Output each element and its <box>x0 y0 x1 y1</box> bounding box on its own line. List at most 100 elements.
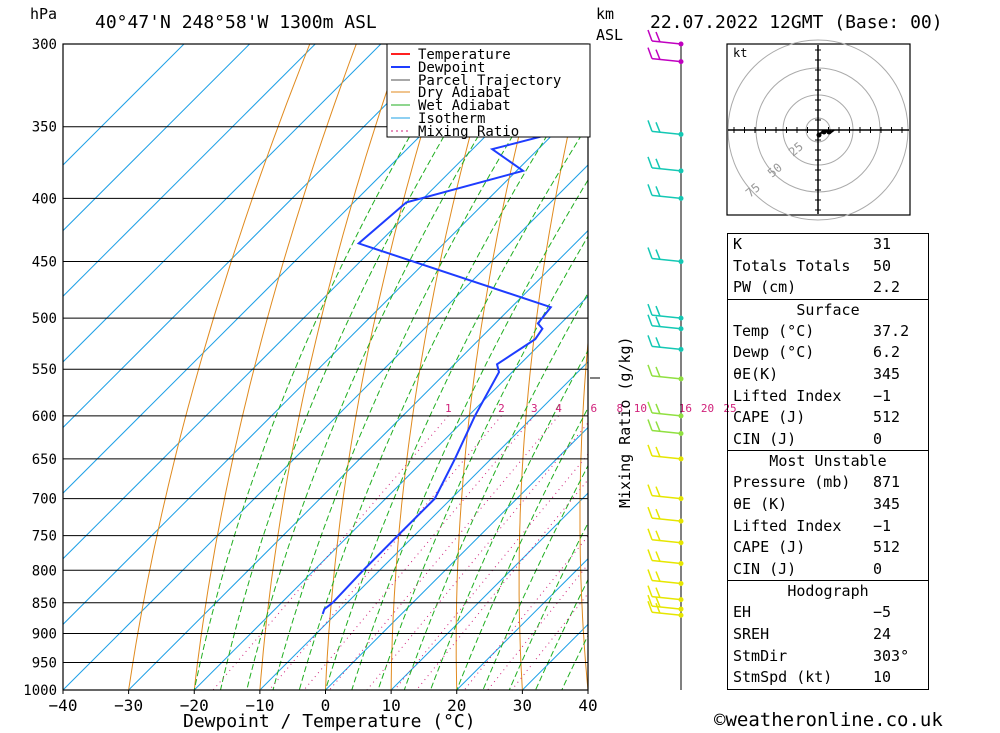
footer-credit: ©weatheronline.co.uk <box>714 709 943 731</box>
mixing-ratio-tick-label: 4 <box>555 402 562 415</box>
isotherm-line <box>63 44 316 297</box>
mixing-ratio-tick-label: 20 <box>701 402 714 415</box>
dry-adiabat-line <box>639 44 682 690</box>
hodograph: kt 25 50 75 <box>726 39 911 221</box>
wind-barb <box>647 549 684 567</box>
wind-barb <box>647 585 684 603</box>
datetime: 22.07.2022 12GMT (Base: 00) <box>650 12 943 33</box>
mixing-ratio-line <box>212 415 449 690</box>
isotherm-line <box>128 229 588 690</box>
wind-barb <box>647 29 684 47</box>
pressure-lines <box>63 43 588 691</box>
wet-adiabat-line <box>220 44 501 690</box>
isotherm-line <box>390 492 588 690</box>
wind-barb <box>647 47 684 65</box>
km-label: km <box>596 5 614 23</box>
mu-row: CAPE (J) 512 <box>733 538 901 557</box>
wet-adiabat-line <box>535 578 588 690</box>
x-tick-label: 10 <box>381 696 400 715</box>
isotherm-line <box>63 44 513 494</box>
x-tick-label: 40 <box>578 696 597 715</box>
y-tick-label: 800 <box>32 563 57 579</box>
legend: Temperature Dewpoint Parcel Trajectory D… <box>386 43 591 140</box>
isotherm-line <box>63 44 250 232</box>
surface-row: Temp (°C) 37.2 <box>733 321 910 340</box>
legend-parcel: Parcel Trajectory <box>418 73 561 89</box>
series-layer <box>321 123 588 615</box>
dry-adiabat-line <box>259 44 404 690</box>
wind-barb <box>647 506 684 524</box>
wet-adiabat-line <box>508 522 588 690</box>
isotherm-line <box>63 98 588 626</box>
mixing-ratio-axis-label: Mixing Ratio (g/kg) <box>616 336 634 508</box>
x-tick-label: 30 <box>513 696 532 715</box>
dry-adiabat-line <box>696 44 728 690</box>
hodo-row: StmDir 303° <box>733 646 910 665</box>
legend-temperature: Temperature <box>418 47 511 63</box>
wind-barb <box>647 419 684 437</box>
wind-barb <box>647 484 684 502</box>
wind-barb <box>647 120 684 137</box>
hpa-label: hPa <box>30 5 57 23</box>
hodo-row: SREH 24 <box>733 624 892 643</box>
wind-barbs <box>647 29 684 618</box>
y-tick-label: 1000 <box>23 683 57 699</box>
surface-row: Lifted Index −1 <box>733 386 892 405</box>
indices-table: K 31 Totals Totals 50 PW (cm) 2.2 Surface T… <box>727 233 929 690</box>
mixing-ratio-tick-label: 6 <box>590 402 597 415</box>
isotherm-line <box>63 44 447 429</box>
wet-adiabat-line <box>325 123 588 690</box>
mixing-ratio-tick-label: 10 <box>634 402 647 415</box>
wind-barb <box>647 335 684 352</box>
surface-row: CAPE (J) 512 <box>733 408 901 427</box>
y-tick-label: 600 <box>32 409 57 425</box>
isotherm-line <box>193 295 588 690</box>
y-tick-label: 950 <box>32 655 57 671</box>
y-tick-label: 550 <box>32 362 57 378</box>
isotherm-line <box>63 164 588 690</box>
hodograph-unit: kt <box>733 46 747 60</box>
legend-dry-adiabat: Dry Adiabat <box>418 85 511 101</box>
wind-barb <box>647 444 684 462</box>
wind-barb <box>647 247 684 265</box>
location-title: 40°47'N 248°58'W 1300m ASL <box>95 12 377 33</box>
mixing-ratio-line <box>394 453 588 690</box>
wind-barb <box>647 184 684 201</box>
mu-row: θE (K) 345 <box>733 494 901 513</box>
isotherm-line <box>259 361 588 690</box>
x-tick-label: −10 <box>245 696 274 715</box>
dewpoint-series <box>321 123 588 615</box>
dry-adiabat-line <box>959 44 1000 690</box>
mixing-ratio-tick-label: 2 <box>498 402 505 415</box>
mixing-ratio-tick-label: 1 <box>445 402 452 415</box>
y-tick-label: 400 <box>32 191 57 207</box>
wind-barb <box>647 303 684 321</box>
isotherm-line <box>456 558 588 690</box>
y-tick-label: 850 <box>32 596 57 612</box>
y-tick-label: 500 <box>32 311 57 327</box>
y-tick-label: 750 <box>32 529 57 545</box>
mu-row: Lifted Index −1 <box>733 516 892 535</box>
dry-adiabat-line <box>325 44 450 690</box>
x-tick-label: 0 <box>321 696 331 715</box>
x-axis-ticks: −40 −30 −20 −10 0 10 20 30 40 <box>49 690 598 715</box>
legend-mixing-ratio: Mixing Ratio <box>418 124 519 140</box>
x-tick-label: −30 <box>114 696 143 715</box>
isotherm-line <box>63 44 185 166</box>
index-row: PW (cm) 2.2 <box>733 278 901 297</box>
most-unstable-title: Most Unstable <box>728 450 928 472</box>
y-tick-label: 350 <box>32 120 57 136</box>
mixing-ratio-labels: 1 2 3 4 6 8 10 16 20 25 <box>445 402 737 415</box>
legend-wet-adiabat: Wet Adiabat <box>418 98 511 114</box>
wind-barb <box>647 314 684 332</box>
wind-barb <box>647 569 684 587</box>
y-axis-ticks: 300 350 400 450 500 550 600 650 700 750 800 850 900 9… <box>23 37 57 699</box>
mu-row: Pressure (mb) 871 <box>733 473 901 492</box>
mixing-ratio-tick-label: 8 <box>616 402 623 415</box>
x-axis-label: Dewpoint / Temperature (°C) <box>183 711 476 732</box>
hodo-row: StmSpd (kt) 10 <box>733 668 892 687</box>
y-tick-label: 450 <box>32 255 57 271</box>
wind-barb <box>647 401 684 419</box>
x-tick-label: 20 <box>447 696 466 715</box>
